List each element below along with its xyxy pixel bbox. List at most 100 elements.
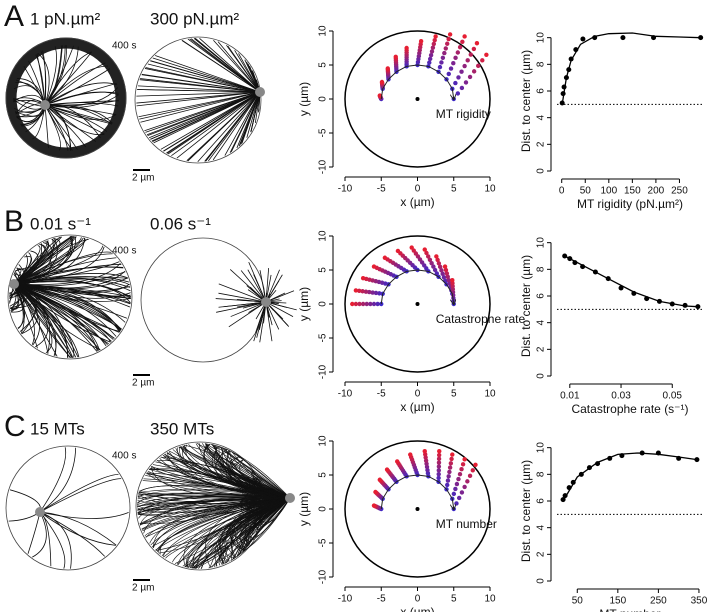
streak-dot bbox=[473, 462, 478, 467]
microtubule bbox=[212, 91, 261, 161]
x-tick-label: -10 bbox=[338, 184, 353, 195]
microtubule bbox=[141, 74, 261, 93]
streak-dot bbox=[451, 491, 457, 497]
y-tick-label: 10 bbox=[318, 25, 329, 37]
streak-dot bbox=[445, 274, 450, 279]
y-tick-label: 10 bbox=[536, 442, 547, 454]
streak-dot bbox=[470, 468, 475, 473]
streak-dot bbox=[451, 61, 456, 66]
y-tick-label: 8 bbox=[536, 471, 547, 477]
streak-dot bbox=[459, 69, 464, 74]
microtubule bbox=[137, 89, 261, 93]
streak-dot bbox=[446, 36, 451, 42]
microtubule bbox=[156, 460, 291, 499]
microtubule bbox=[155, 497, 291, 551]
data-point bbox=[682, 302, 688, 308]
microtubule bbox=[176, 91, 261, 159]
streak-dot bbox=[453, 486, 458, 492]
x-tick-label: 0.05 bbox=[663, 391, 683, 402]
microtubule bbox=[205, 91, 261, 162]
simulation bbox=[140, 237, 297, 363]
streak-dot bbox=[424, 250, 429, 256]
microtubule bbox=[145, 91, 261, 133]
microtubule bbox=[166, 91, 261, 154]
streak-dot bbox=[364, 301, 369, 307]
y-tick-label: 0 bbox=[536, 168, 547, 174]
trajectory-streak bbox=[426, 34, 438, 69]
streak-dot bbox=[462, 34, 467, 39]
centrosome bbox=[9, 279, 19, 289]
data-point bbox=[669, 301, 675, 307]
microtubule bbox=[213, 497, 291, 568]
microtubule bbox=[140, 78, 261, 93]
trajectory-streak bbox=[451, 52, 489, 102]
data-point bbox=[567, 256, 573, 262]
microtubule bbox=[39, 511, 117, 546]
streak-dot bbox=[446, 278, 451, 283]
microtubule bbox=[265, 301, 280, 330]
streak-dot bbox=[408, 452, 413, 457]
data-point bbox=[586, 465, 592, 471]
trajectory-streak bbox=[395, 248, 420, 273]
y-axis-title: y (µm) bbox=[297, 82, 311, 116]
scatter-chart: 0 50 100 150 200 250 0 2 4 6 8 10 MT rigidity (pN.µm… bbox=[519, 32, 704, 211]
scatter-chart: 0.01 0.03 0.05 0 2 4 6 8 10 Catastrophe rate (s⁻¹… bbox=[519, 237, 703, 416]
data-point bbox=[592, 269, 598, 275]
trajectory-streak bbox=[393, 54, 399, 75]
trajectory-streak bbox=[415, 39, 424, 68]
streak-dot bbox=[427, 257, 433, 262]
microtubule bbox=[139, 497, 291, 525]
streak-dot bbox=[384, 467, 390, 472]
microtubule bbox=[13, 283, 68, 358]
y-tick-label: 2 bbox=[536, 551, 547, 557]
streak-dot bbox=[436, 464, 442, 469]
microtubule bbox=[139, 91, 261, 120]
x-tick-label: 0 bbox=[415, 389, 421, 400]
microtubule bbox=[138, 91, 261, 118]
data-point bbox=[620, 35, 626, 41]
centrosome bbox=[35, 507, 45, 517]
scale-label: 2 µm bbox=[132, 173, 154, 184]
microtubule bbox=[147, 63, 261, 93]
microtubule bbox=[265, 269, 280, 303]
panel-letter: A bbox=[4, 0, 24, 33]
microtubule bbox=[163, 497, 291, 558]
y-tick-label: 6 bbox=[536, 498, 547, 504]
microtubule bbox=[211, 446, 291, 499]
streak-dot bbox=[445, 41, 450, 46]
data-point bbox=[572, 260, 578, 266]
microtubule bbox=[39, 511, 52, 567]
sim-label: 0.01 s⁻¹ bbox=[30, 214, 91, 233]
microtubule bbox=[160, 91, 261, 150]
y-tick-label: 0 bbox=[318, 506, 329, 512]
streak-dot bbox=[434, 254, 439, 259]
data-point bbox=[656, 298, 662, 304]
streak-dot bbox=[404, 45, 409, 51]
microtubule bbox=[138, 485, 291, 499]
microtubule bbox=[246, 91, 261, 138]
x-axis-title: x (µm) bbox=[400, 195, 434, 209]
simulation bbox=[135, 441, 295, 571]
streak-dot bbox=[432, 37, 437, 43]
streak-dot bbox=[447, 465, 453, 470]
streak-dot bbox=[447, 469, 452, 475]
trajectory-streak bbox=[373, 489, 385, 501]
y-tick-label: -10 bbox=[318, 364, 329, 379]
microtubule bbox=[221, 497, 291, 559]
streak-dot bbox=[441, 275, 447, 280]
trajectory-streak bbox=[404, 45, 409, 69]
x-tick-label: 100 bbox=[600, 186, 617, 197]
y-tick-label: 6 bbox=[536, 293, 547, 299]
microtubule bbox=[39, 511, 129, 519]
x-axis-title: Catastrophe rate (s⁻¹) bbox=[571, 402, 688, 416]
streak-dot bbox=[422, 247, 427, 252]
microtubule bbox=[218, 445, 291, 499]
data-point bbox=[695, 304, 701, 310]
microtubule bbox=[210, 443, 291, 499]
streak-dot bbox=[443, 46, 448, 51]
data-point bbox=[561, 84, 567, 90]
streak-dot bbox=[457, 471, 463, 477]
streak-dot bbox=[371, 264, 377, 269]
streak-dot bbox=[480, 58, 485, 63]
streak-dot bbox=[442, 264, 448, 269]
